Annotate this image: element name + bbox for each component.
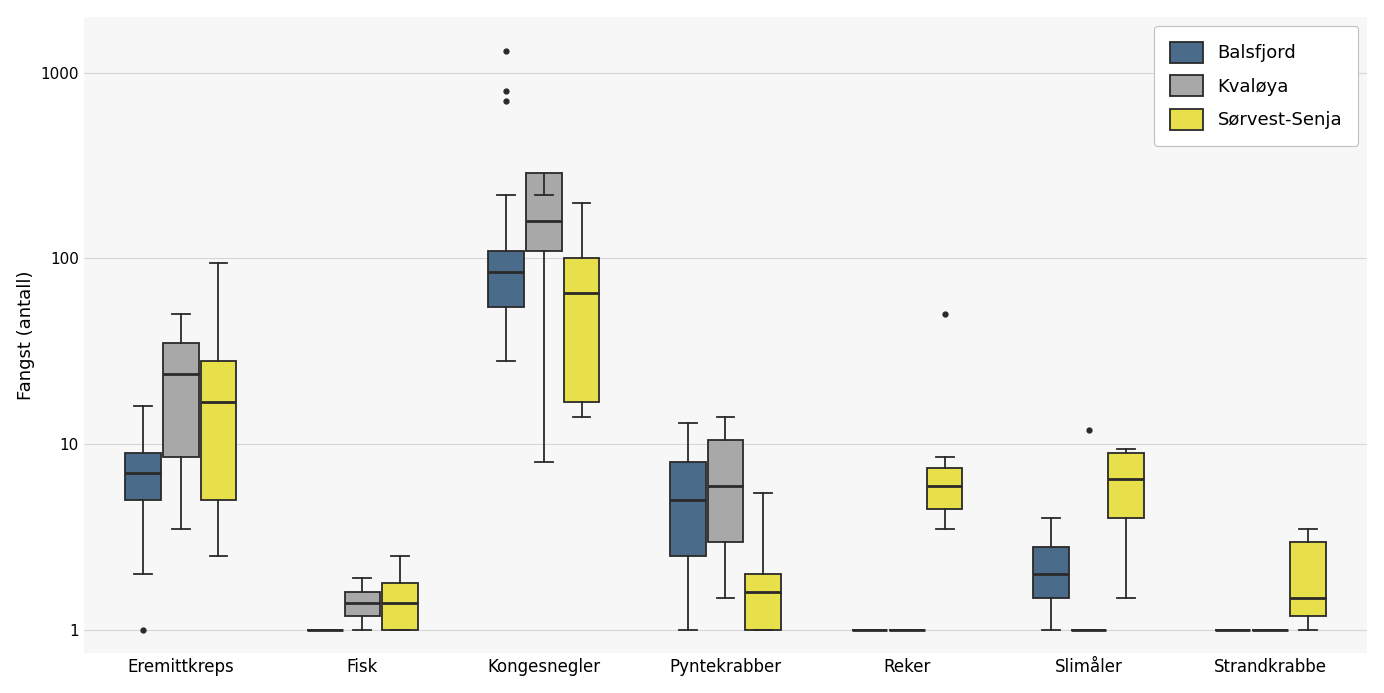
PathPatch shape	[382, 583, 418, 630]
PathPatch shape	[670, 462, 706, 556]
PathPatch shape	[526, 173, 562, 251]
PathPatch shape	[489, 251, 525, 307]
PathPatch shape	[201, 361, 237, 500]
PathPatch shape	[1109, 453, 1145, 518]
PathPatch shape	[707, 441, 743, 541]
PathPatch shape	[345, 593, 381, 615]
PathPatch shape	[1290, 541, 1326, 615]
PathPatch shape	[1032, 547, 1068, 597]
PathPatch shape	[126, 453, 161, 500]
PathPatch shape	[745, 574, 781, 630]
Legend: Balsfjord, Kvaløya, Sørvest-Senja: Balsfjord, Kvaløya, Sørvest-Senja	[1154, 26, 1358, 146]
PathPatch shape	[563, 258, 599, 401]
Y-axis label: Fangst (antall): Fangst (antall)	[17, 270, 35, 400]
PathPatch shape	[163, 343, 199, 457]
PathPatch shape	[927, 468, 962, 509]
